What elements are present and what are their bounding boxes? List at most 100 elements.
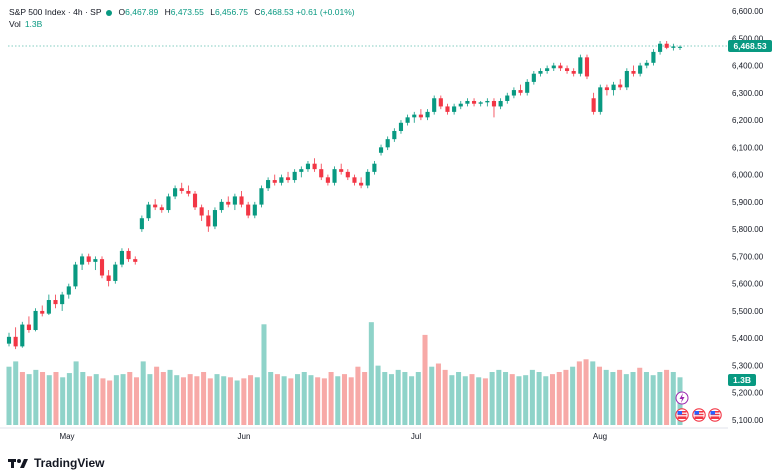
volume-bar — [503, 372, 509, 425]
candle — [106, 270, 111, 287]
candle-body — [638, 65, 643, 74]
volume-bar — [456, 372, 462, 425]
candle — [485, 98, 490, 107]
volume-bar — [637, 367, 643, 425]
candle-body — [611, 84, 616, 91]
candle — [345, 169, 350, 181]
candle — [192, 190, 198, 211]
change-value: +0.61 (+0.01%) — [296, 7, 355, 17]
symbol-name[interactable]: S&P 500 Index — [9, 7, 66, 17]
candle-body — [664, 43, 669, 48]
candle — [219, 199, 224, 213]
candle-body — [551, 65, 556, 69]
candle-body — [206, 215, 211, 227]
candle — [86, 253, 91, 265]
volume-bar — [469, 374, 475, 425]
candle — [332, 166, 337, 186]
us-flag-icon[interactable] — [675, 408, 689, 422]
candle — [452, 103, 457, 115]
candle — [405, 114, 410, 126]
tradingview-logo[interactable]: TradingView — [8, 456, 104, 470]
candle-body — [378, 147, 384, 153]
volume-bar — [107, 380, 113, 425]
candle-body — [279, 177, 284, 183]
candle — [66, 283, 71, 299]
volume-bar — [576, 361, 582, 425]
candle-body — [591, 98, 596, 112]
volume-bar — [261, 324, 267, 425]
time-tick-label: May — [59, 432, 74, 441]
candle — [471, 98, 477, 107]
volume-bar — [570, 366, 576, 425]
candle — [551, 62, 556, 71]
time-axis[interactable]: May Jun Jul Aug — [0, 427, 728, 441]
candle — [239, 190, 244, 208]
volume-bar — [382, 372, 388, 425]
volume-bar — [529, 369, 535, 425]
candle — [99, 256, 105, 279]
candle-body — [392, 130, 397, 140]
candle — [545, 65, 550, 74]
candle-body — [498, 100, 503, 107]
candle-body — [13, 336, 18, 347]
volume-bar — [201, 372, 207, 425]
candle — [438, 95, 443, 110]
candle — [618, 79, 623, 91]
volume-bar — [33, 369, 39, 425]
volume-bar — [315, 377, 321, 425]
candle-body — [26, 324, 31, 331]
volume-bar — [509, 374, 515, 425]
candle — [604, 84, 609, 96]
candle — [651, 49, 656, 66]
price-tick-label: 6,000.00 — [732, 171, 764, 180]
candle — [33, 308, 38, 332]
candle — [511, 87, 516, 99]
candle — [113, 261, 118, 284]
volume-bar — [543, 376, 549, 425]
candle-body — [299, 169, 304, 172]
volume-bar — [147, 374, 153, 425]
volume-bar — [482, 378, 488, 425]
candle-body — [478, 102, 483, 104]
interval[interactable]: 4h — [73, 7, 83, 17]
volume-bar — [281, 376, 287, 425]
price-tick-label: 6,200.00 — [732, 116, 764, 125]
candle — [46, 294, 51, 316]
candle — [531, 70, 536, 85]
price-axis[interactable]: 6,600.00 6,500.00 6,400.00 6,300.00 6,200.00… — [732, 7, 764, 425]
candle — [432, 95, 437, 115]
candle — [226, 196, 231, 208]
volume-label[interactable]: Vol — [9, 19, 21, 29]
candle — [664, 40, 669, 50]
candle-body — [226, 201, 231, 205]
candle-body — [531, 73, 536, 82]
volume-bar — [274, 374, 280, 425]
candle — [139, 215, 144, 232]
candle-body — [219, 201, 224, 211]
volume-bar — [496, 369, 502, 425]
volume-bar — [617, 369, 623, 425]
volume-bar — [160, 372, 166, 425]
candle-body — [332, 169, 337, 183]
candle — [677, 45, 683, 51]
candle — [425, 109, 430, 121]
volume-bar — [241, 378, 247, 425]
candle — [292, 169, 297, 183]
candle — [73, 261, 78, 290]
event-icons — [675, 391, 722, 422]
candle-body — [651, 51, 656, 63]
price-tick-label: 6,400.00 — [732, 62, 764, 71]
candle — [153, 199, 158, 211]
candle-body — [93, 259, 98, 262]
candle — [571, 68, 576, 77]
price-tick-label: 5,900.00 — [732, 198, 764, 207]
lightning-glyph — [679, 393, 685, 403]
high-value: 6,473.55 — [170, 7, 204, 17]
us-flag-icon[interactable] — [708, 408, 722, 422]
candle — [312, 158, 317, 172]
volume-bar — [610, 372, 616, 425]
volume-bar — [154, 366, 160, 425]
us-flag-icon[interactable] — [692, 408, 706, 422]
candle-body — [246, 204, 251, 216]
